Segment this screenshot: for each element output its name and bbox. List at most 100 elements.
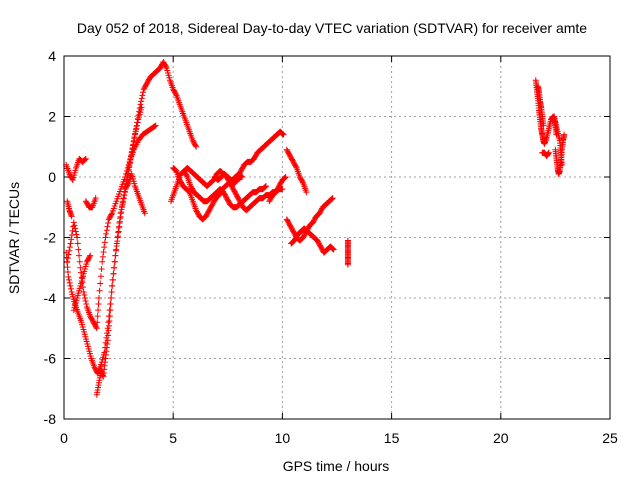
data-point [109,282,116,289]
x-tick-label: 20 [493,430,509,446]
data-point [132,128,139,135]
data-point [66,279,73,286]
data-point [93,324,100,331]
data-point [68,213,75,220]
data-point [114,238,121,245]
data-point [95,307,102,314]
data-point [86,253,93,260]
data-point [172,91,179,98]
x-tick-label: 10 [275,430,291,446]
data-point [116,218,123,225]
data-point [138,95,145,102]
y-tick-label: 4 [48,48,56,64]
series-arc-b [168,128,289,223]
data-points [63,59,568,398]
data-point [64,255,71,262]
data-point [262,183,269,190]
data-point [103,230,110,237]
data-point [192,142,199,149]
data-point [81,157,88,164]
data-point [130,138,137,145]
data-point [94,319,101,326]
data-point [76,258,83,265]
data-point [124,181,131,188]
data-point [112,252,119,259]
data-point [95,295,102,301]
data-point [553,131,560,138]
data-point [261,184,268,191]
y-tick-label: -8 [44,411,57,427]
data-point [67,285,74,292]
x-axis-label: GPS time / hours [283,458,390,474]
data-point [81,291,88,298]
data-point [140,89,147,96]
data-point [138,104,145,111]
data-point [133,122,140,129]
data-point [141,210,148,217]
x-tick-label: 25 [602,430,618,446]
x-tick-label: 0 [60,430,68,446]
data-point [120,198,127,205]
data-point [128,153,135,160]
data-point [114,233,121,240]
data-point [119,201,126,208]
data-point [97,273,104,280]
data-point [137,101,144,108]
data-point [120,195,127,202]
data-point [282,174,289,180]
data-point [279,131,286,138]
data-point [105,219,112,226]
data-point [71,222,78,229]
data-point [112,247,119,254]
data-point [172,166,179,173]
data-point [131,131,138,138]
data-point [68,232,75,239]
data-point [193,143,200,150]
data-point [151,123,158,130]
y-tick-label: 0 [48,169,56,185]
data-point [127,157,134,164]
data-point [72,228,79,235]
data-point [100,249,107,256]
series-arc-a [63,59,200,398]
data-point [94,313,101,320]
data-point [116,223,123,230]
data-point [125,167,132,174]
data-point [561,131,568,138]
data-point [102,234,109,241]
data-point [113,242,120,249]
data-point [185,187,192,194]
data-point [279,186,286,193]
data-point [95,301,102,308]
data-point [107,307,114,314]
data-point [77,264,84,271]
x-tick-labels: 0 5 10 15 20 25 [60,430,618,446]
data-point [330,246,337,253]
data-point [68,236,75,243]
data-point [138,98,145,105]
data-point [282,174,289,181]
data-point [111,258,118,265]
data-point [328,195,335,202]
data-point [115,228,122,235]
data-point [237,174,244,180]
data-point [81,295,88,301]
data-point [108,295,115,301]
data-point [78,269,85,276]
data-point [263,183,270,190]
y-tick-label: -2 [44,230,57,246]
data-point [545,149,552,156]
data-point [110,270,117,277]
data-point [133,125,140,132]
data-point [303,189,310,196]
y-axis-label: SDTVAR / TECUs [6,182,22,294]
data-point [101,244,108,251]
data-point [129,146,136,153]
data-point [92,195,99,202]
data-point [281,175,288,182]
data-point [75,246,82,253]
data-point [183,172,190,179]
grid-lines [64,56,610,419]
